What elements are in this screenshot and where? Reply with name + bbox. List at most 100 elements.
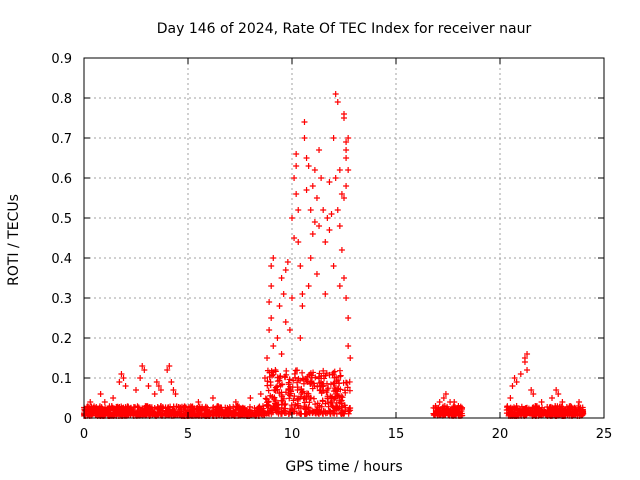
data-point <box>181 403 188 410</box>
data-point <box>313 408 320 415</box>
y-tick-label: 0.5 <box>51 212 72 227</box>
data-point <box>337 386 344 393</box>
data-point <box>538 399 545 405</box>
data-point <box>546 404 553 411</box>
data-point <box>137 375 144 381</box>
data-point <box>322 291 329 297</box>
data-point <box>346 378 353 385</box>
data-point <box>139 363 146 369</box>
data-point <box>442 391 449 397</box>
data-point <box>176 409 183 416</box>
data-point <box>278 391 285 398</box>
data-point <box>316 223 323 229</box>
data-point <box>268 407 275 414</box>
data-point <box>301 403 308 410</box>
x-tick-labels: 0 5 10 15 20 25 <box>80 427 612 442</box>
data-point <box>134 407 141 414</box>
data-point <box>305 283 312 289</box>
data-point <box>311 219 318 225</box>
data-point <box>451 399 458 405</box>
data-point <box>194 411 201 418</box>
data-point <box>105 409 112 416</box>
data-point <box>549 395 555 401</box>
data-point <box>338 191 345 197</box>
data-point <box>317 409 324 416</box>
data-point <box>266 410 273 417</box>
data-point <box>337 398 344 405</box>
data-point <box>296 395 303 402</box>
data-point <box>227 409 234 416</box>
data-point <box>347 407 354 414</box>
data-point <box>552 403 559 410</box>
data-point <box>145 383 152 389</box>
data-point <box>444 403 451 410</box>
data-point <box>343 183 350 189</box>
data-point <box>528 387 535 393</box>
data-point <box>282 267 289 273</box>
data-point <box>247 395 254 401</box>
data-point <box>440 395 447 401</box>
data-point <box>195 399 202 405</box>
data-point <box>328 399 335 406</box>
data-point <box>162 407 169 414</box>
data-point <box>297 335 304 341</box>
data-point <box>294 367 301 374</box>
y-tick-label: 0.6 <box>51 172 72 187</box>
data-point <box>303 396 310 403</box>
data-point <box>329 393 336 400</box>
data-point <box>553 387 560 393</box>
data-point <box>332 91 339 97</box>
y-tick-label: 0.8 <box>51 92 72 107</box>
data-point <box>286 327 293 333</box>
data-point <box>303 187 310 193</box>
data-point <box>336 393 343 400</box>
data-point <box>147 405 154 412</box>
data-point <box>294 384 301 391</box>
data-point <box>330 263 337 269</box>
data-point <box>314 404 321 411</box>
data-point <box>339 410 346 417</box>
data-point <box>513 379 520 385</box>
data-point <box>322 239 329 245</box>
data-point <box>511 375 518 381</box>
data-point <box>521 355 528 361</box>
data-point <box>301 135 308 141</box>
data-point <box>102 404 109 411</box>
data-point <box>120 375 127 381</box>
data-point <box>509 405 516 412</box>
data-point <box>323 389 330 396</box>
data-point <box>346 387 353 394</box>
data-point <box>313 271 320 277</box>
data-point <box>345 167 352 173</box>
data-point <box>310 395 317 402</box>
data-point <box>297 263 304 269</box>
data-point <box>327 408 334 415</box>
data-point <box>332 384 339 391</box>
data-point <box>240 405 247 412</box>
x-tick-label: 0 <box>80 427 88 442</box>
data-point <box>191 407 198 414</box>
data-point <box>274 383 281 390</box>
data-point <box>285 381 292 388</box>
data-point <box>572 408 579 415</box>
data-point <box>246 406 253 413</box>
data-point <box>120 405 127 412</box>
data-point <box>293 163 300 169</box>
data-point <box>567 403 574 409</box>
data-point <box>290 397 297 404</box>
data-point <box>307 255 314 261</box>
data-point <box>224 406 231 413</box>
data-point <box>311 167 318 173</box>
x-tick-label: 10 <box>284 427 301 442</box>
data-point <box>248 412 255 419</box>
data-point <box>303 155 310 161</box>
y-tick-label: 0.1 <box>51 372 72 387</box>
data-point <box>157 404 164 411</box>
data-point <box>291 235 298 241</box>
data-point <box>328 211 335 217</box>
data-point <box>329 371 336 378</box>
data-point <box>335 377 342 384</box>
data-point <box>347 355 354 361</box>
y-axis-label: ROTI / TECUs <box>6 194 22 286</box>
data-point <box>220 409 227 416</box>
